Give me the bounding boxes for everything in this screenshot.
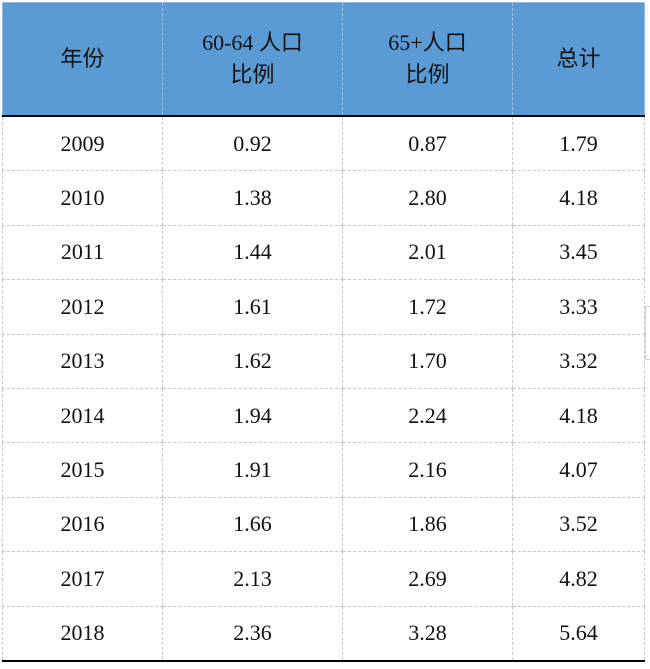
cell-year: 2017 [2, 551, 163, 607]
cell-65plus-ratio: 2.24 [342, 388, 513, 444]
header-60-64-line2: 比例 [230, 62, 275, 87]
table-header: 年份 60-64 人口 比例 65+人口 比例 总计 [2, 2, 645, 117]
cell-total: 4.18 [512, 388, 645, 444]
cell-65plus-ratio: 3.28 [342, 606, 513, 662]
cell-60-64-ratio: 2.13 [162, 551, 343, 607]
cell-total: 3.32 [512, 334, 645, 389]
cell-65plus-ratio: 1.70 [342, 334, 513, 389]
data-table: 年份 60-64 人口 比例 65+人口 比例 总计 2009 0.92 0.8… [2, 2, 645, 662]
header-row: 年份 60-64 人口 比例 65+人口 比例 总计 [2, 2, 645, 117]
table-row: 2014 1.94 2.24 4.18 [2, 388, 645, 444]
table-row: 2018 2.36 3.28 5.64 [2, 606, 645, 662]
cell-year: 2013 [2, 334, 163, 389]
table-row: 2011 1.44 2.01 3.45 [2, 225, 645, 281]
cell-total: 3.45 [512, 225, 645, 281]
table-body: 2009 0.92 0.87 1.79 2010 1.38 2.80 4.18 … [2, 116, 645, 662]
cell-total: 1.79 [512, 116, 645, 172]
cell-total: 5.64 [512, 606, 645, 662]
cell-65plus-ratio: 2.80 [342, 170, 513, 226]
cell-total: 3.33 [512, 279, 645, 335]
table-row: 2013 1.62 1.70 3.32 [2, 334, 645, 389]
table-row: 2009 0.92 0.87 1.79 [2, 116, 645, 172]
cell-65plus-ratio: 1.72 [342, 279, 513, 335]
header-60-64-ratio: 60-64 人口 比例 [162, 2, 343, 117]
table-row: 2016 1.66 1.86 3.52 [2, 497, 645, 553]
cell-year: 2016 [2, 497, 163, 553]
header-65plus-line1: 65+人口 [388, 30, 467, 55]
header-65plus-line2: 比例 [405, 62, 450, 87]
table-row: 2012 1.61 1.72 3.33 [2, 279, 645, 335]
cell-65plus-ratio: 2.01 [342, 225, 513, 281]
cell-60-64-ratio: 0.92 [162, 116, 343, 172]
cell-year: 2011 [2, 225, 163, 281]
cell-year: 2015 [2, 442, 163, 498]
cell-60-64-ratio: 1.38 [162, 170, 343, 226]
cell-year: 2009 [2, 116, 163, 172]
cell-year: 2018 [2, 606, 163, 662]
cell-year: 2010 [2, 170, 163, 226]
window-edge-marker [645, 306, 650, 360]
cell-total: 3.52 [512, 497, 645, 553]
cell-total: 4.82 [512, 551, 645, 607]
cell-60-64-ratio: 1.44 [162, 225, 343, 281]
header-year-label: 年份 [60, 46, 105, 71]
cell-year: 2012 [2, 279, 163, 335]
cell-65plus-ratio: 0.87 [342, 116, 513, 172]
cell-65plus-ratio: 2.69 [342, 551, 513, 607]
cell-60-64-ratio: 1.66 [162, 497, 343, 553]
header-total: 总计 [512, 2, 645, 117]
header-65plus-ratio: 65+人口 比例 [342, 2, 513, 117]
cell-60-64-ratio: 1.94 [162, 388, 343, 444]
header-60-64-line1: 60-64 人口 [202, 30, 303, 55]
cell-total: 4.18 [512, 170, 645, 226]
cell-year: 2014 [2, 388, 163, 444]
cell-60-64-ratio: 1.62 [162, 334, 343, 389]
header-total-label: 总计 [556, 46, 601, 71]
table-row: 2017 2.13 2.69 4.82 [2, 551, 645, 607]
header-year: 年份 [2, 2, 163, 117]
cell-total: 4.07 [512, 442, 645, 498]
cell-60-64-ratio: 1.61 [162, 279, 343, 335]
table-row: 2015 1.91 2.16 4.07 [2, 442, 645, 498]
cell-65plus-ratio: 1.86 [342, 497, 513, 553]
cell-60-64-ratio: 2.36 [162, 606, 343, 662]
cell-65plus-ratio: 2.16 [342, 442, 513, 498]
table-row: 2010 1.38 2.80 4.18 [2, 170, 645, 226]
cell-60-64-ratio: 1.91 [162, 442, 343, 498]
